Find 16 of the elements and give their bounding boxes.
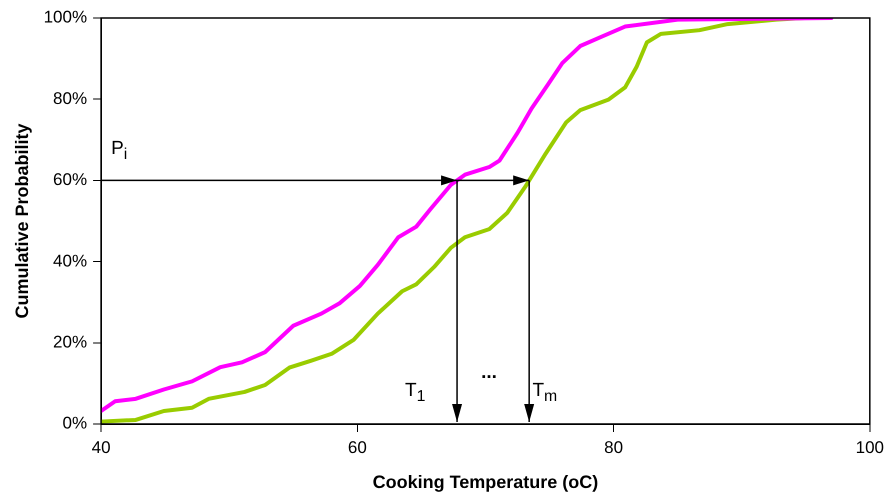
x-tick-label: 60: [348, 438, 367, 457]
y-tick-label: 40%: [53, 251, 88, 270]
x-tick-label: 40: [92, 438, 111, 457]
y-tick-label: 0%: [62, 414, 88, 433]
annotation: T$_{m}$: [532, 380, 558, 406]
x-tick-label: 80: [604, 438, 624, 457]
y-axis-title: Cumulative Probability: [12, 123, 32, 319]
annotation: T$_{1}$: [405, 380, 426, 406]
y-tick-label: 100%: [44, 8, 88, 27]
annotation: P$_{i}$: [111, 138, 128, 164]
y-tick-label: 60%: [53, 170, 88, 190]
annotation: ...: [481, 362, 497, 384]
x-tick-label: 100: [856, 438, 884, 457]
y-tick-label: 20%: [53, 332, 88, 352]
y-tick-label: 80%: [53, 88, 88, 108]
x-axis-title: Cooking Temperature (oC): [372, 472, 598, 492]
